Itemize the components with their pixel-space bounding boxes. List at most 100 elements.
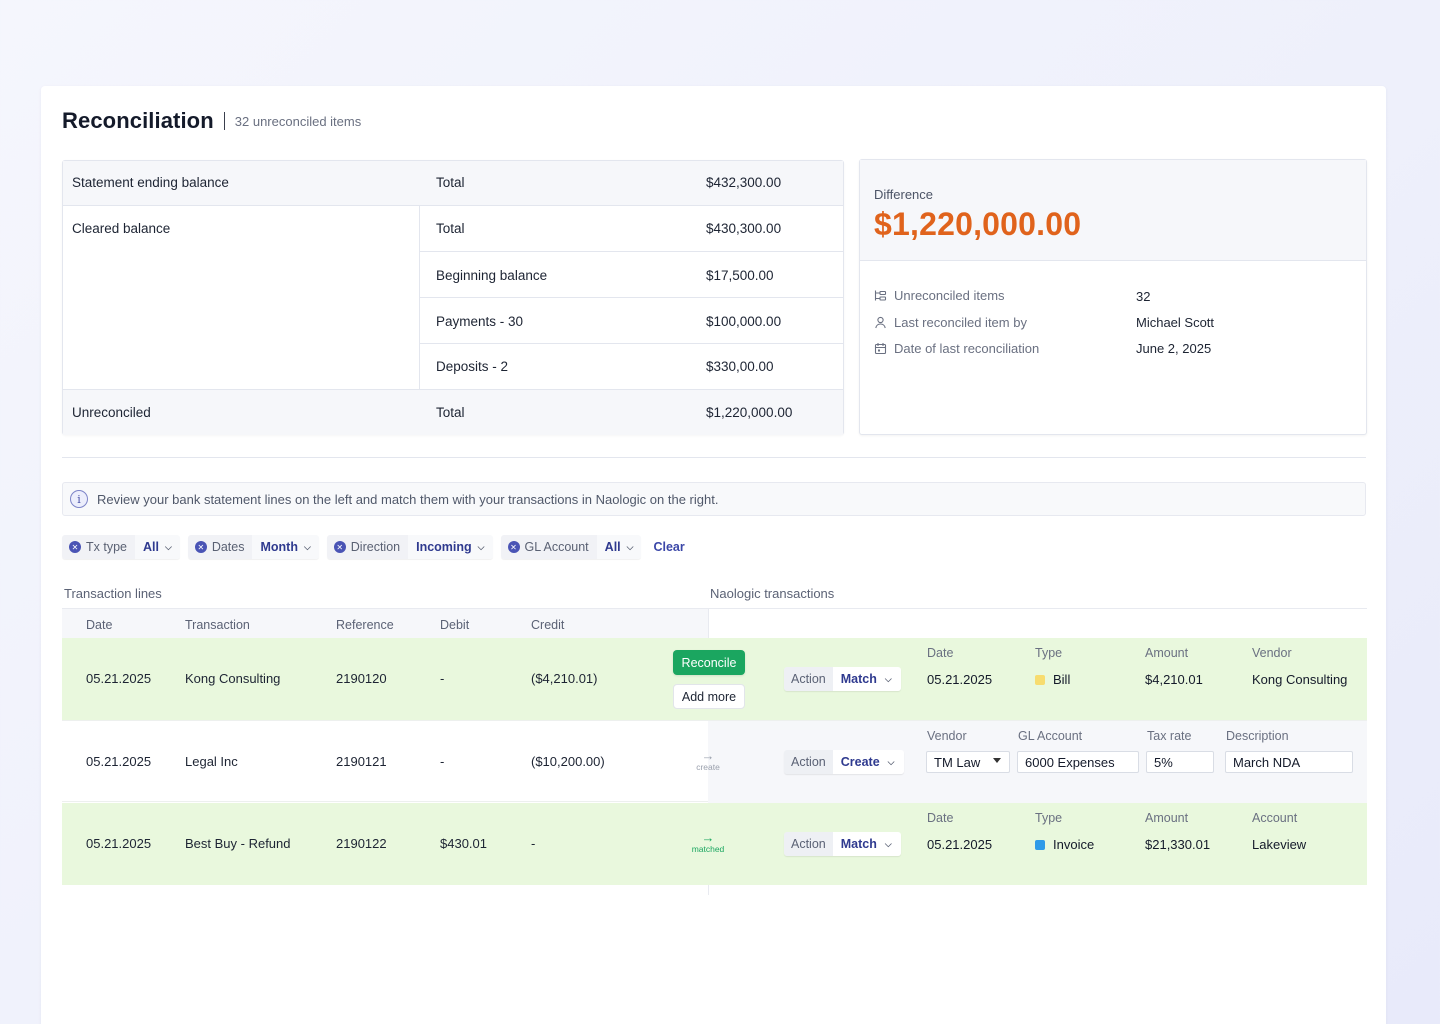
difference-value: $1,220,000.00 [874,206,1082,242]
cleared-row-label: Deposits - 2 [436,359,509,374]
naologic-transactions-heading: Naologic transactions [710,586,835,601]
filter-key: ✕ Dates [187,535,253,559]
remove-filter-icon[interactable]: ✕ [194,541,207,553]
chevron-down-icon: ⌵ [303,541,311,552]
info-notice: i Review your bank statement lines on th… [62,482,1366,516]
cleared-row-label: Total [436,221,465,236]
filter-value-label: All [143,540,159,554]
remove-filter-icon[interactable]: ✕ [507,541,520,553]
bill-type-icon [1035,674,1045,685]
action-select[interactable]: Action Create ⌵ [784,750,904,774]
field-type: Invoice [1035,837,1094,852]
page-header: Reconciliation 32 unreconciled items [62,108,361,134]
remove-filter-icon[interactable]: ✕ [69,541,81,553]
description-input[interactable]: March NDA [1225,751,1353,773]
filter-direction[interactable]: ✕ Direction Incoming ⌵ [326,535,493,559]
gl-account-input[interactable]: 6000 Expenses [1017,751,1139,773]
cleared-label: Cleared balance [72,221,171,236]
info-value: June 2, 2025 [1136,341,1212,356]
filter-value[interactable]: All ⌵ [596,535,642,559]
field-label: Type [1035,811,1063,825]
caret-down-icon [993,758,1001,763]
transaction-lines-heading: Transaction lines [64,586,162,601]
field-value: Kong Consulting [1252,672,1348,687]
vendor-select[interactable]: TM Law [926,751,1010,773]
info-date-last-reconciliation: Date of last reconciliation [874,341,1039,356]
column-header-debit: Debit [440,618,470,632]
filter-key-label: GL Account [524,540,589,554]
matched-indicator: → matched [682,831,734,854]
arrow-right-icon: → [701,830,715,845]
unreconciled-label: Unreconciled [72,405,151,420]
gl-account-value: 6000 Expenses [1025,754,1115,770]
tax-rate-input[interactable]: 5% [1146,751,1214,773]
difference-header: Difference $1,220,000.00 [860,160,1366,261]
statement-row: Statement ending balance Total $432,300.… [63,161,843,206]
cell-credit: ($10,200.00) [531,754,605,769]
filter-value-label: Month [260,540,298,554]
header-separator [223,112,225,130]
action-value[interactable]: Match ⌵ [832,667,901,691]
chevron-down-icon: ⌵ [887,756,895,767]
filter-value[interactable]: All ⌵ [135,535,180,559]
remove-filter-icon[interactable]: ✕ [333,541,346,553]
field-label: Tax rate [1147,729,1192,743]
cleared-row-amount: $100,000.00 [706,314,782,329]
cleared-row-payments: Payments - 30 $100,000.00 [420,298,843,344]
filter-key-label: Direction [350,540,401,554]
column-header-date: Date [86,618,113,632]
unreconciled-row: Unreconciled Total $1,220,000.00 [63,389,843,435]
balance-table: Statement ending balance Total $432,300.… [62,160,844,435]
field-value: Bill [1053,672,1071,687]
info-label: Date of last reconciliation [894,341,1040,356]
action-select[interactable]: Action Match ⌵ [784,832,901,856]
filter-gl-account[interactable]: ✕ GL Account All ⌵ [500,535,642,559]
difference-label: Difference [874,187,934,202]
field-value: 05.21.2025 [927,837,993,852]
info-last-reconciled-by: Last reconciled item by [874,315,1027,330]
filter-value-label: Incoming [416,540,472,554]
table-row: 05.21.2025 Best Buy - Refund 2190122 $43… [62,803,1367,885]
table-row: 05.21.2025 Kong Consulting 2190120 - ($4… [62,638,1367,720]
field-value: $4,210.01 [1145,672,1203,687]
cleared-row-amount: $330,00.00 [706,359,774,374]
filter-tx-type[interactable]: ✕ Tx type All ⌵ [62,535,180,559]
cell-transaction: Legal Inc [185,754,238,769]
invoice-type-icon [1035,839,1045,850]
action-select[interactable]: Action Match ⌵ [784,667,901,691]
action-value[interactable]: Match ⌵ [832,832,901,856]
cleared-row-total: Total $430,300.00 [420,206,843,252]
cell-debit: $430.01 [440,836,487,851]
field-label: Type [1035,646,1063,660]
reconciliation-card: Reconciliation 32 unreconciled items Sta… [41,86,1386,1024]
field-label: GL Account [1018,729,1083,743]
action-value[interactable]: Create ⌵ [832,750,904,774]
reconcile-button[interactable]: Reconcile [673,650,745,675]
column-header-credit: Credit [531,618,565,632]
field-label: Date [927,811,954,825]
filter-key-label: Dates [211,540,245,554]
field-label: Vendor [1252,646,1292,660]
field-label: Amount [1145,646,1189,660]
chevron-down-icon: ⌵ [164,541,172,552]
info-icon: i [70,490,88,508]
add-more-button[interactable]: Add more [673,684,745,709]
cleared-row-amount: $430,300.00 [706,221,782,236]
cell-date: 05.21.2025 [86,754,152,769]
info-value: 32 [1136,289,1151,304]
calendar-icon [874,343,887,355]
tax-rate-value: 5% [1154,754,1173,770]
cell-debit: - [440,671,445,686]
unreconciled-amount: $1,220,000.00 [706,405,793,420]
table-row: 05.21.2025 Legal Inc 2190121 - ($10,200.… [62,720,1367,803]
filter-dates[interactable]: ✕ Dates Month ⌵ [187,535,319,559]
column-divider [708,885,709,895]
filter-value[interactable]: Incoming ⌵ [408,535,493,559]
clear-filters-link[interactable]: Clear [653,540,685,554]
arrow-right-icon: → [701,748,715,763]
cell-transaction: Kong Consulting [185,671,281,686]
statement-total-label: Total [436,175,465,190]
cell-date: 05.21.2025 [86,836,152,851]
filter-value[interactable]: Month ⌵ [252,535,319,559]
description-value: March NDA [1233,754,1301,770]
